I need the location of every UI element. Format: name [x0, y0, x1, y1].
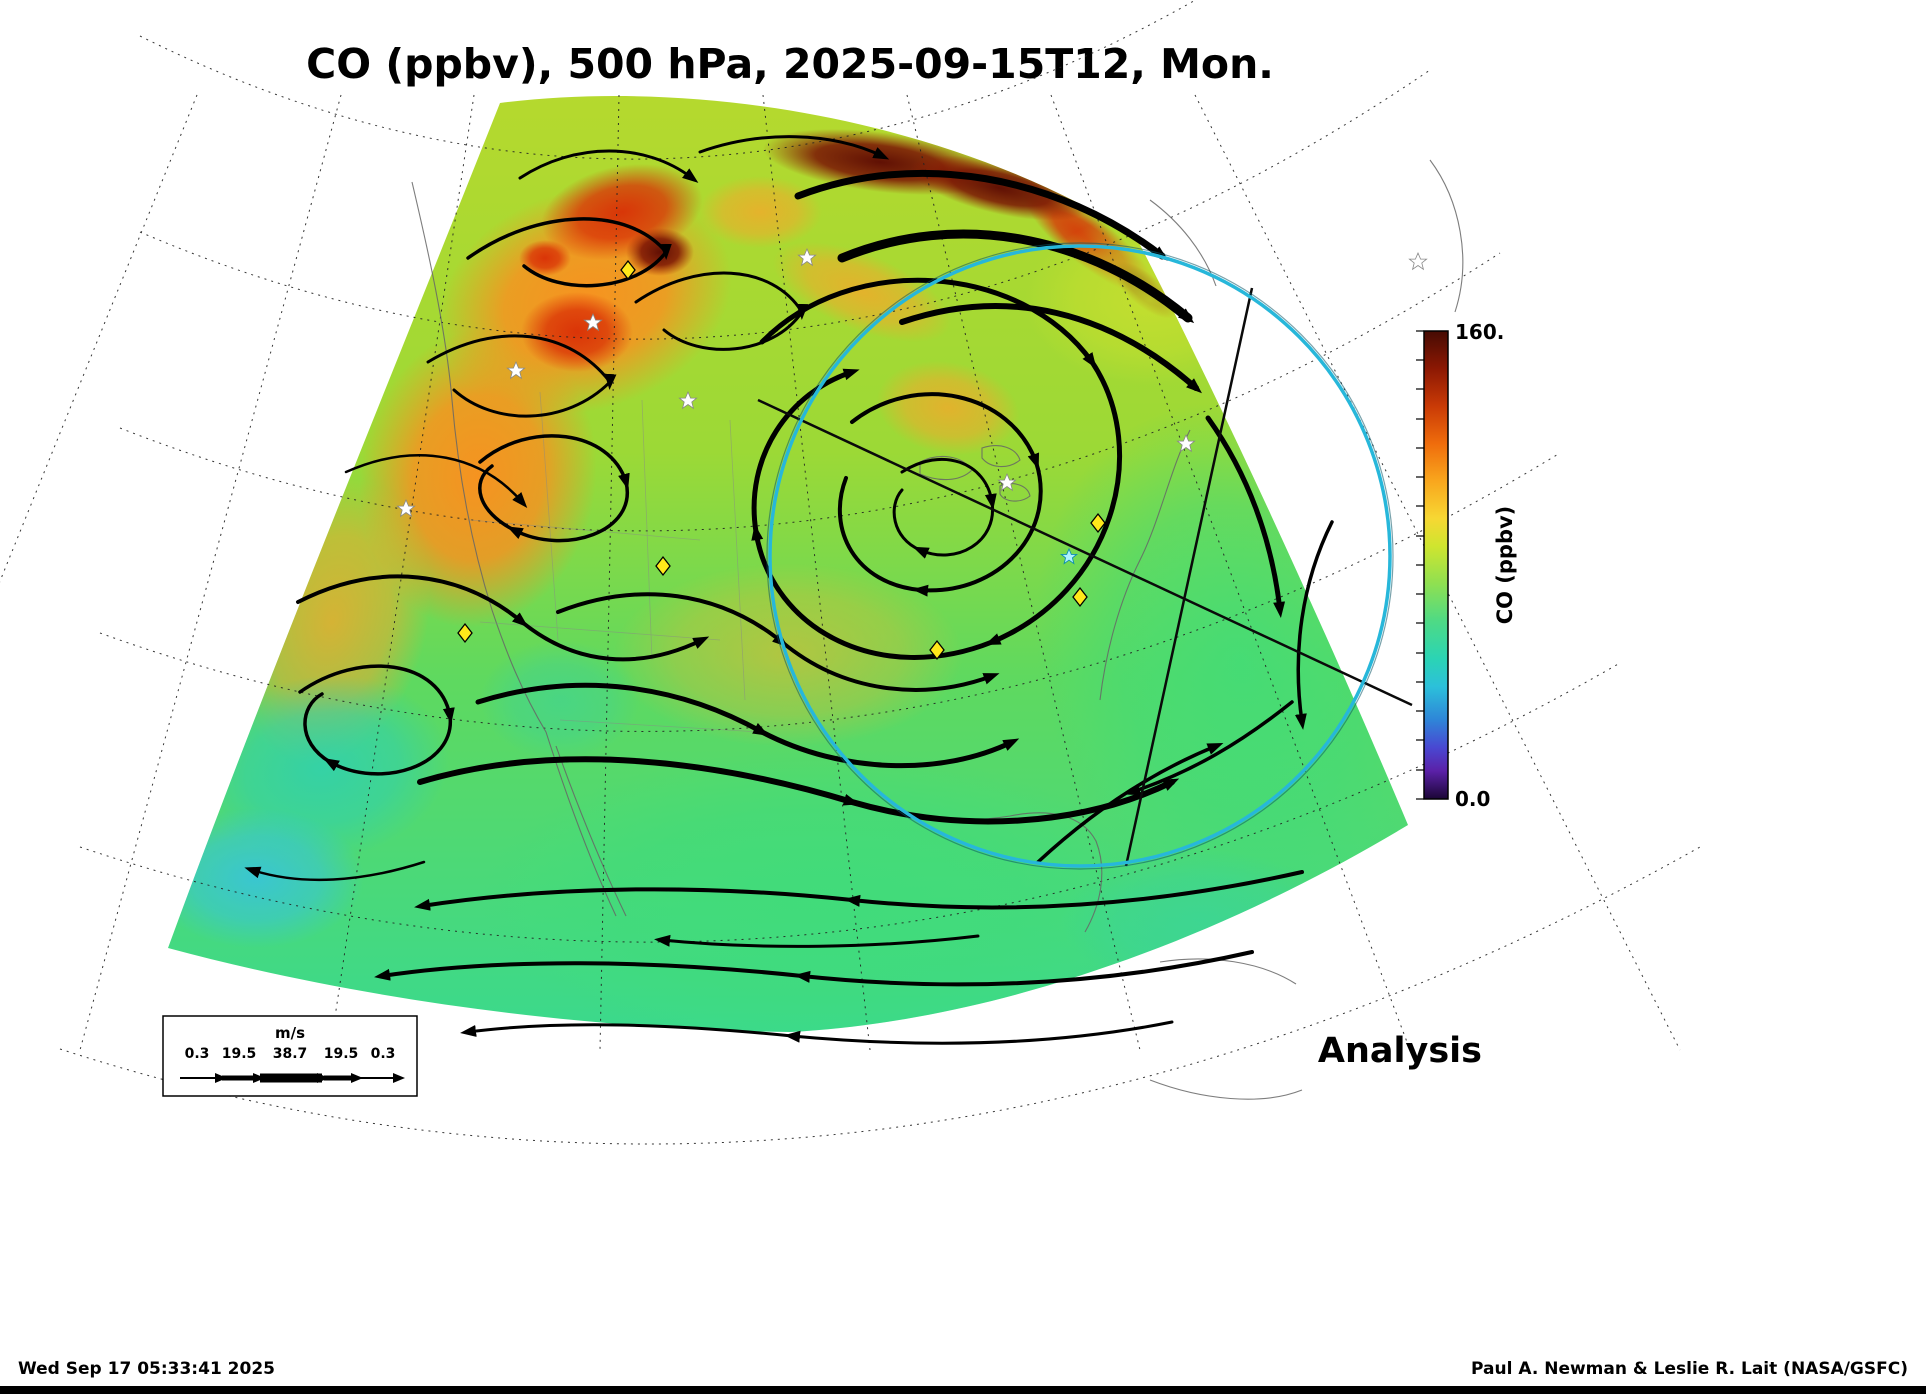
plot-title: CO (ppbv), 500 hPa, 2025-09-15T12, Mon. [306, 40, 1274, 88]
colorbar-max-label: 160. [1455, 320, 1504, 344]
great-circle-lines [757, 287, 1413, 867]
wind-legend-tick-1: 19.5 [222, 1046, 257, 1062]
wind-legend-units: m/s [275, 1024, 305, 1042]
range-ring [766, 242, 1394, 870]
wind-legend-tick-4: 0.3 [371, 1046, 396, 1062]
co-field [168, 96, 1408, 1032]
colorbar-axis-label: CO (ppbv) [1493, 506, 1517, 625]
colorbar-gradient [1424, 331, 1448, 799]
wind-speed-legend: m/s 0.3 19.5 38.7 19.5 0.3 [162, 1015, 418, 1097]
generated-timestamp: Wed Sep 17 05:33:41 2025 [18, 1359, 275, 1379]
colorbar-ticks [1416, 330, 1424, 800]
credit-line: Paul A. Newman & Leslie R. Lait (NASA/GS… [1471, 1359, 1908, 1379]
analysis-label: Analysis [1318, 1031, 1482, 1071]
wind-legend-tick-3: 19.5 [324, 1046, 359, 1062]
wind-legend-tick-0: 0.3 [185, 1046, 210, 1062]
colorbar-min-label: 0.0 [1455, 787, 1490, 811]
wind-streamlines [244, 135, 1334, 1045]
colorbar: 160. 0.0 CO (ppbv) [1416, 320, 1517, 811]
wind-legend-tick-2: 38.7 [273, 1046, 308, 1062]
bottom-bar [0, 1386, 1926, 1394]
wind-legend-box [162, 1015, 418, 1097]
